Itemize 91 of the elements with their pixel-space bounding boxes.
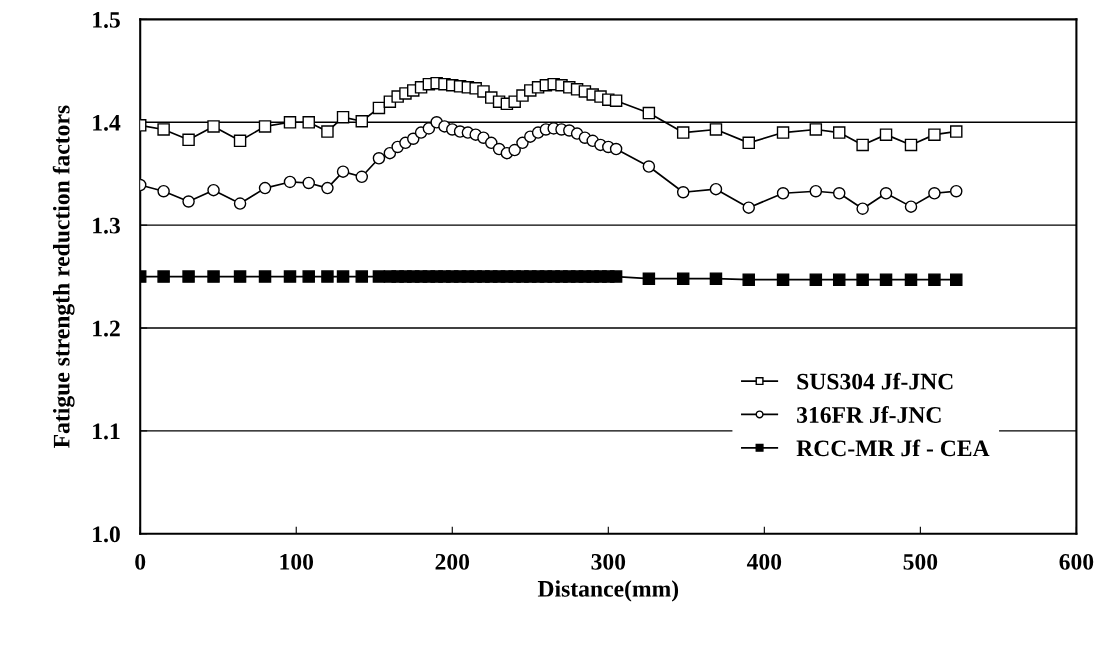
point xyxy=(609,270,623,283)
x-tick-label: 300 xyxy=(591,553,626,570)
point xyxy=(676,185,690,199)
point xyxy=(642,160,656,173)
point xyxy=(776,273,790,286)
y-tick-label: 1.1 xyxy=(93,423,120,440)
point xyxy=(302,116,315,129)
point xyxy=(832,187,846,200)
point xyxy=(233,270,247,283)
legend-label: 316FR Jf-JNC xyxy=(797,406,941,423)
point xyxy=(258,270,272,283)
point xyxy=(709,123,723,136)
y-tick-label: 1.4 xyxy=(93,114,121,131)
point xyxy=(355,170,369,184)
point xyxy=(207,270,220,283)
point xyxy=(355,270,369,283)
point xyxy=(928,187,941,200)
point xyxy=(676,126,690,139)
point xyxy=(258,181,272,195)
point xyxy=(642,106,656,120)
point xyxy=(904,273,918,286)
point xyxy=(157,184,170,198)
point xyxy=(832,273,846,286)
point xyxy=(355,115,369,128)
point xyxy=(950,125,963,138)
point xyxy=(928,273,941,286)
point xyxy=(809,123,823,136)
point xyxy=(508,143,521,157)
point xyxy=(856,273,869,286)
point xyxy=(776,187,790,200)
point xyxy=(321,125,334,138)
point xyxy=(336,165,350,178)
point xyxy=(372,152,386,165)
point xyxy=(321,270,334,283)
point xyxy=(207,183,220,197)
x-tick-label: 200 xyxy=(435,553,470,570)
point xyxy=(283,116,297,129)
point xyxy=(233,197,247,210)
x-tick-label: 600 xyxy=(1059,553,1094,570)
point xyxy=(928,128,941,141)
x-tick-label: 400 xyxy=(746,553,782,570)
point xyxy=(302,270,315,283)
point xyxy=(642,272,656,285)
point xyxy=(809,273,823,286)
point xyxy=(742,273,755,286)
point xyxy=(742,201,755,214)
point xyxy=(182,133,195,147)
point xyxy=(742,136,755,150)
point xyxy=(157,270,170,283)
point xyxy=(321,181,334,195)
point xyxy=(233,134,247,148)
point xyxy=(609,142,623,156)
point xyxy=(950,273,963,286)
point xyxy=(283,270,297,283)
point xyxy=(776,126,790,139)
x-tick-label: 100 xyxy=(280,553,314,570)
point xyxy=(182,270,195,283)
point xyxy=(676,272,690,285)
point xyxy=(879,128,893,141)
y-axis-title: Fatigue strength reduction factors xyxy=(52,105,75,448)
point xyxy=(879,273,893,286)
point xyxy=(157,123,170,136)
point xyxy=(283,175,297,189)
legend-label: RCC-MR Jf - CEA xyxy=(796,439,990,457)
y-tick-label: 1.5 xyxy=(93,12,120,28)
y-tick-label: 1.2 xyxy=(93,320,120,337)
point xyxy=(950,184,963,198)
point xyxy=(809,184,823,198)
point xyxy=(336,110,350,124)
point xyxy=(302,176,315,190)
point xyxy=(856,138,869,152)
point xyxy=(904,138,918,152)
point xyxy=(258,120,272,133)
point xyxy=(372,270,386,283)
point xyxy=(709,182,723,196)
point xyxy=(856,202,869,215)
point xyxy=(879,187,893,200)
x-tick-label: 0 xyxy=(135,553,146,570)
point xyxy=(904,200,918,213)
point xyxy=(207,120,220,133)
point xyxy=(709,272,723,285)
y-tick-label: 1.0 xyxy=(93,526,120,543)
y-tick-label: 1.3 xyxy=(93,217,120,234)
x-axis-title: Distance(mm) xyxy=(537,580,679,602)
point xyxy=(832,126,846,139)
point xyxy=(372,101,386,115)
point xyxy=(609,94,623,107)
point xyxy=(336,270,350,283)
legend-label: SUS304 Jf-JNC xyxy=(797,372,953,390)
point xyxy=(182,195,195,208)
x-tick-label: 500 xyxy=(903,553,938,570)
